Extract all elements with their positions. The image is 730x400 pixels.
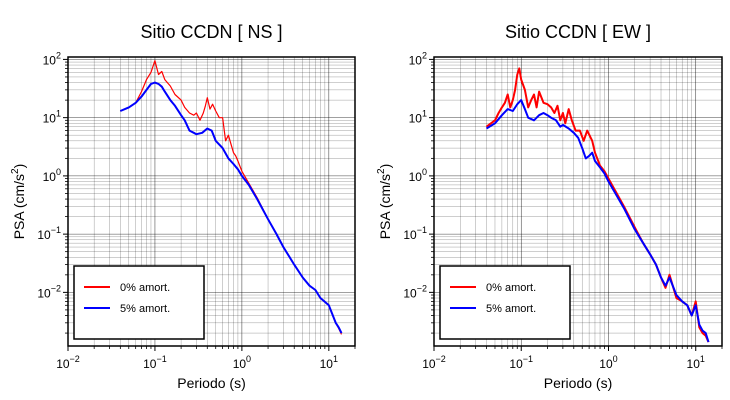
series-line-5-amort-: [119, 81, 343, 334]
y-axis-label: PSA (cm/s2): [376, 164, 393, 240]
x-tick-label: 101: [687, 354, 705, 371]
y-tick-label: 10−2: [403, 283, 427, 300]
legend-box: [73, 265, 205, 340]
y-tick-label: 10−1: [403, 225, 427, 242]
legend-label: 0% amort.: [120, 282, 170, 294]
y-tick-label: 10−2: [37, 283, 61, 300]
x-tick-label: 10−2: [56, 354, 80, 371]
x-tick-label: 101: [320, 354, 338, 371]
y-tick-label: 102: [43, 50, 61, 67]
x-tick-label: 10−1: [143, 354, 167, 371]
y-tick-label: 101: [43, 109, 61, 126]
y-tick-label: 102: [409, 50, 427, 67]
grid-lines: [67, 57, 356, 346]
legend: 0% amort. 5% amort.: [439, 265, 571, 340]
plot-frame: [433, 56, 723, 347]
legend-box: [439, 265, 571, 340]
plot-frame: [67, 56, 356, 347]
x-tick-label: 100: [233, 354, 251, 371]
x-tick-label: 10−2: [422, 354, 446, 371]
chart-panel-ns: 10−2 10−1 100 101 10−2 10−1 100 101 102 Sitio CCD…: [10, 22, 356, 391]
legend-label: 5% amort.: [120, 303, 170, 315]
series-group: [485, 67, 710, 343]
x-axis-label: Periodo (s): [177, 375, 245, 391]
y-tick-label: 100: [43, 167, 61, 184]
y-tick-label: 10−1: [37, 225, 61, 242]
y-tick-label: 100: [409, 167, 427, 184]
y-tick-label: 101: [409, 109, 427, 126]
x-tick-label: 10−1: [509, 354, 533, 371]
chart-panel-ew: 10−2 10−1 100 101 10−2 10−1 100 101 102 Sitio CCD…: [376, 22, 723, 391]
chart-title: Sitio CCDN [ EW ]: [505, 22, 651, 42]
legend-label: 5% amort.: [486, 303, 536, 315]
x-tick-label: 100: [599, 354, 617, 371]
y-axis-label: PSA (cm/s2): [10, 164, 27, 240]
legend-label: 0% amort.: [486, 282, 536, 294]
chart-title: Sitio CCDN [ NS ]: [140, 22, 282, 42]
x-axis-label: Periodo (s): [544, 375, 612, 391]
legend: 0% amort. 5% amort.: [73, 265, 205, 340]
series-group: [119, 60, 343, 335]
series-line-5-amort-: [485, 99, 710, 343]
